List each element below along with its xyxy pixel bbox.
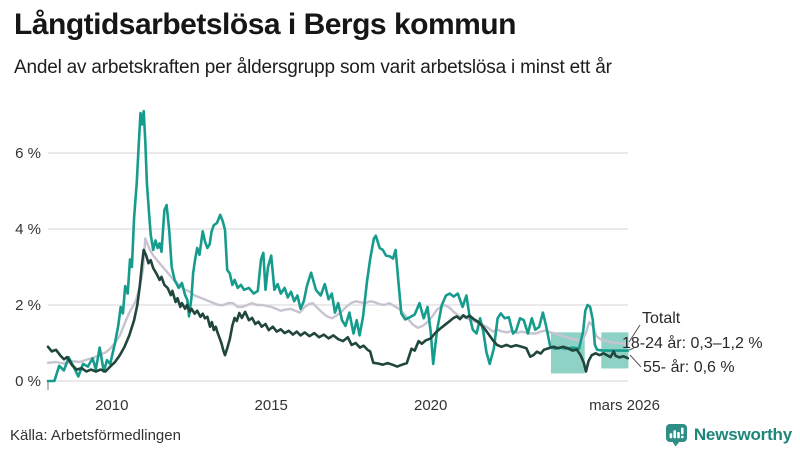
x-axis-tick-label: 2015: [255, 397, 288, 414]
newsworthy-brand[interactable]: Newsworthy: [665, 423, 792, 447]
chart-header: Långtidsarbetslösa i Bergs kommun Andel …: [14, 8, 794, 79]
series-line-55-r: [46, 248, 630, 373]
y-axis-tick-label: 6 %: [15, 145, 41, 162]
x-axis-tick-label: mars 2026: [589, 397, 660, 414]
annotation-leader-line: [628, 324, 641, 343]
series-annotation-label: 55- år: 0,6 %: [643, 358, 735, 376]
y-axis-tick-label: 0 %: [15, 373, 41, 390]
annotation-leader-line: [628, 347, 635, 351]
series-annotation-label: Totalt: [642, 310, 681, 327]
brand-name: Newsworthy: [693, 425, 792, 444]
series-annotation-label: 18-24 år: 0,3–1,2 %: [622, 334, 763, 352]
x-axis-tick-label: 2020: [414, 397, 447, 414]
series-line-totalt: [46, 237, 629, 365]
y-axis-tick-label: 2 %: [15, 297, 41, 314]
y-axis-tick-label: 4 %: [15, 221, 41, 238]
newsworthy-logo-icon: [665, 424, 687, 447]
source-note: Källa: Arbetsförmedlingen: [10, 427, 181, 444]
x-axis-tick-label: 2010: [95, 397, 128, 414]
series-line-18-24-r: [46, 109, 630, 383]
page-subtitle: Andel av arbetskraften per åldersgrupp s…: [14, 56, 612, 78]
annotation-leader-line: [629, 354, 642, 368]
page-title: Långtidsarbetslösa i Bergs kommun: [14, 8, 516, 41]
